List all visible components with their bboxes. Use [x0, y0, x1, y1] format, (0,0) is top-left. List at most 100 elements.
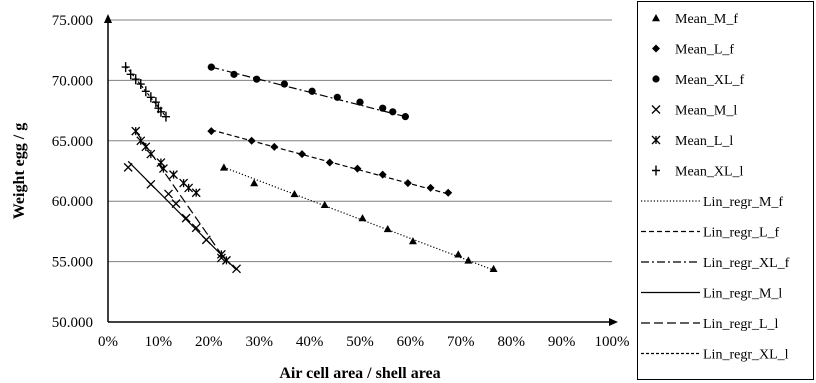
y-tick-label: 75.000 [52, 13, 93, 29]
x-tick-label: 20% [195, 334, 223, 350]
data-point [308, 87, 316, 95]
data-point [164, 189, 173, 199]
data-point [131, 74, 140, 85]
data-point [280, 80, 288, 88]
x-tick-label: 100% [595, 334, 630, 350]
data-point [216, 249, 226, 259]
legend-label: Lin_regr_L_l [703, 317, 779, 332]
gridlines [108, 19, 612, 263]
data-point [408, 237, 417, 245]
data-point [230, 70, 238, 78]
legend-item: Lin_regr_XL_f [641, 256, 790, 271]
legend-label: Mean_L_l [675, 134, 733, 149]
legend-item: Mean_M_f [652, 12, 738, 27]
data-point [161, 111, 170, 122]
data-point [401, 113, 409, 121]
legend-marker [651, 105, 661, 114]
legend-label: Mean_M_f [675, 12, 738, 27]
data-point [353, 164, 362, 173]
axes [104, 14, 618, 326]
legend-marker [652, 14, 660, 22]
data-point [247, 136, 256, 145]
series-mean-xl-l [121, 62, 170, 122]
y-tick-label: 65.000 [52, 134, 93, 150]
data-point [136, 136, 146, 146]
data-point [201, 235, 211, 245]
data-point [219, 163, 228, 171]
data-point [151, 97, 160, 108]
legend-marker [652, 75, 660, 83]
data-point [136, 79, 145, 90]
data-point [156, 106, 165, 117]
data-point [146, 92, 155, 103]
data-point [489, 264, 498, 273]
data-point [383, 224, 392, 233]
data-point [169, 170, 178, 180]
legend-item: Mean_L_l [651, 134, 733, 149]
data-point [131, 126, 141, 136]
data-point [146, 149, 156, 159]
y-tick-label: 70.000 [52, 73, 93, 89]
x-tick-label: 30% [245, 334, 273, 350]
data-point [454, 250, 463, 258]
y-axis-arrow [104, 14, 112, 23]
legend-label: Mean_L_f [675, 43, 734, 58]
data-point [298, 150, 307, 159]
legend-item: Mean_L_f [652, 43, 734, 58]
legend-label: Lin_regr_XL_l [703, 348, 789, 363]
data-point [464, 256, 473, 264]
data-point [207, 127, 216, 136]
legend-label: Mean_M_l [675, 104, 737, 119]
x-tick-label: 60% [397, 334, 425, 350]
legend-label: Mean_XL_f [675, 73, 745, 88]
data-point [181, 213, 191, 223]
data-point [141, 86, 150, 97]
x-tick-label: 10% [145, 334, 173, 350]
x-tick-label: 70% [447, 334, 475, 350]
data-point [379, 104, 387, 112]
data-point [320, 200, 329, 209]
x-tick-label: 80% [497, 334, 525, 350]
y-tick-label: 50.000 [52, 315, 93, 331]
data-point [358, 214, 367, 222]
legend-label: Lin_regr_M_l [703, 287, 782, 302]
trendlines [125, 65, 494, 271]
data-points [121, 62, 498, 274]
data-point [389, 108, 397, 116]
data-point [146, 179, 156, 189]
x-axis-arrow [609, 318, 618, 326]
legend-box [637, 1, 814, 380]
legend-item: Lin_regr_M_l [641, 287, 782, 302]
data-point [378, 170, 387, 179]
legend-marker [652, 165, 660, 176]
y-axis-title: Weight egg / g [11, 123, 28, 219]
trendline-lin-regr-xl-f [211, 66, 406, 118]
data-point [253, 75, 261, 83]
series-mean-l-f [207, 127, 453, 197]
data-point [333, 93, 341, 101]
data-point [158, 164, 168, 174]
y-tick-label: 55.000 [52, 255, 93, 271]
data-point [141, 142, 151, 152]
x-tick-label: 50% [346, 334, 374, 350]
data-point [232, 264, 241, 274]
legend-item: Mean_XL_l [652, 165, 744, 180]
legend-item: Mean_M_l [651, 104, 737, 119]
x-axis-title: Air cell area / shell area [279, 365, 440, 382]
legend-label: Lin_regr_L_f [703, 226, 780, 241]
trendline-lin-regr-m-f [223, 166, 494, 271]
legend-marker [651, 135, 661, 145]
x-tick-labels: 0% 10% 20% 30% 40% 50% 60% 70% 80% 90% 100% [98, 334, 630, 350]
x-tick-label: 90% [548, 334, 576, 350]
data-point [221, 255, 231, 265]
y-tick-label: 60.000 [52, 194, 93, 210]
data-point [121, 62, 130, 73]
x-tick-label: 0% [98, 334, 118, 350]
legend-marker [652, 44, 660, 53]
legend-label: Lin_regr_M_f [703, 195, 783, 210]
legend-item: Lin_regr_XL_l [641, 348, 789, 363]
data-point [356, 98, 364, 106]
data-point [250, 179, 259, 187]
data-point [191, 223, 201, 233]
